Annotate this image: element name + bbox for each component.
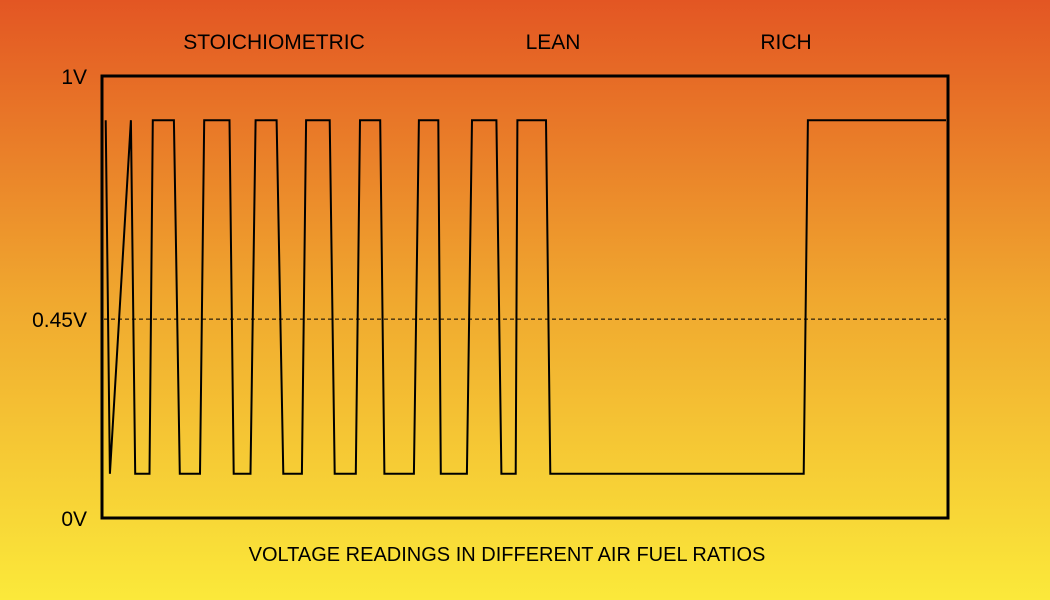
chart-caption: VOLTAGE READINGS IN DIFFERENT AIR FUEL R… (249, 544, 766, 566)
region-label-stoichiometric: STOICHIOMETRIC (183, 31, 365, 54)
region-label-lean: LEAN (526, 31, 581, 54)
y-tick-label-045v: 0.45V (32, 309, 87, 332)
plot-frame (100, 74, 950, 520)
y-tick-label-1v: 1V (61, 66, 87, 89)
region-label-rich: RICH (760, 31, 811, 54)
voltage-signal-line (104, 119, 946, 475)
y-tick-label-0v: 0V (61, 508, 87, 531)
